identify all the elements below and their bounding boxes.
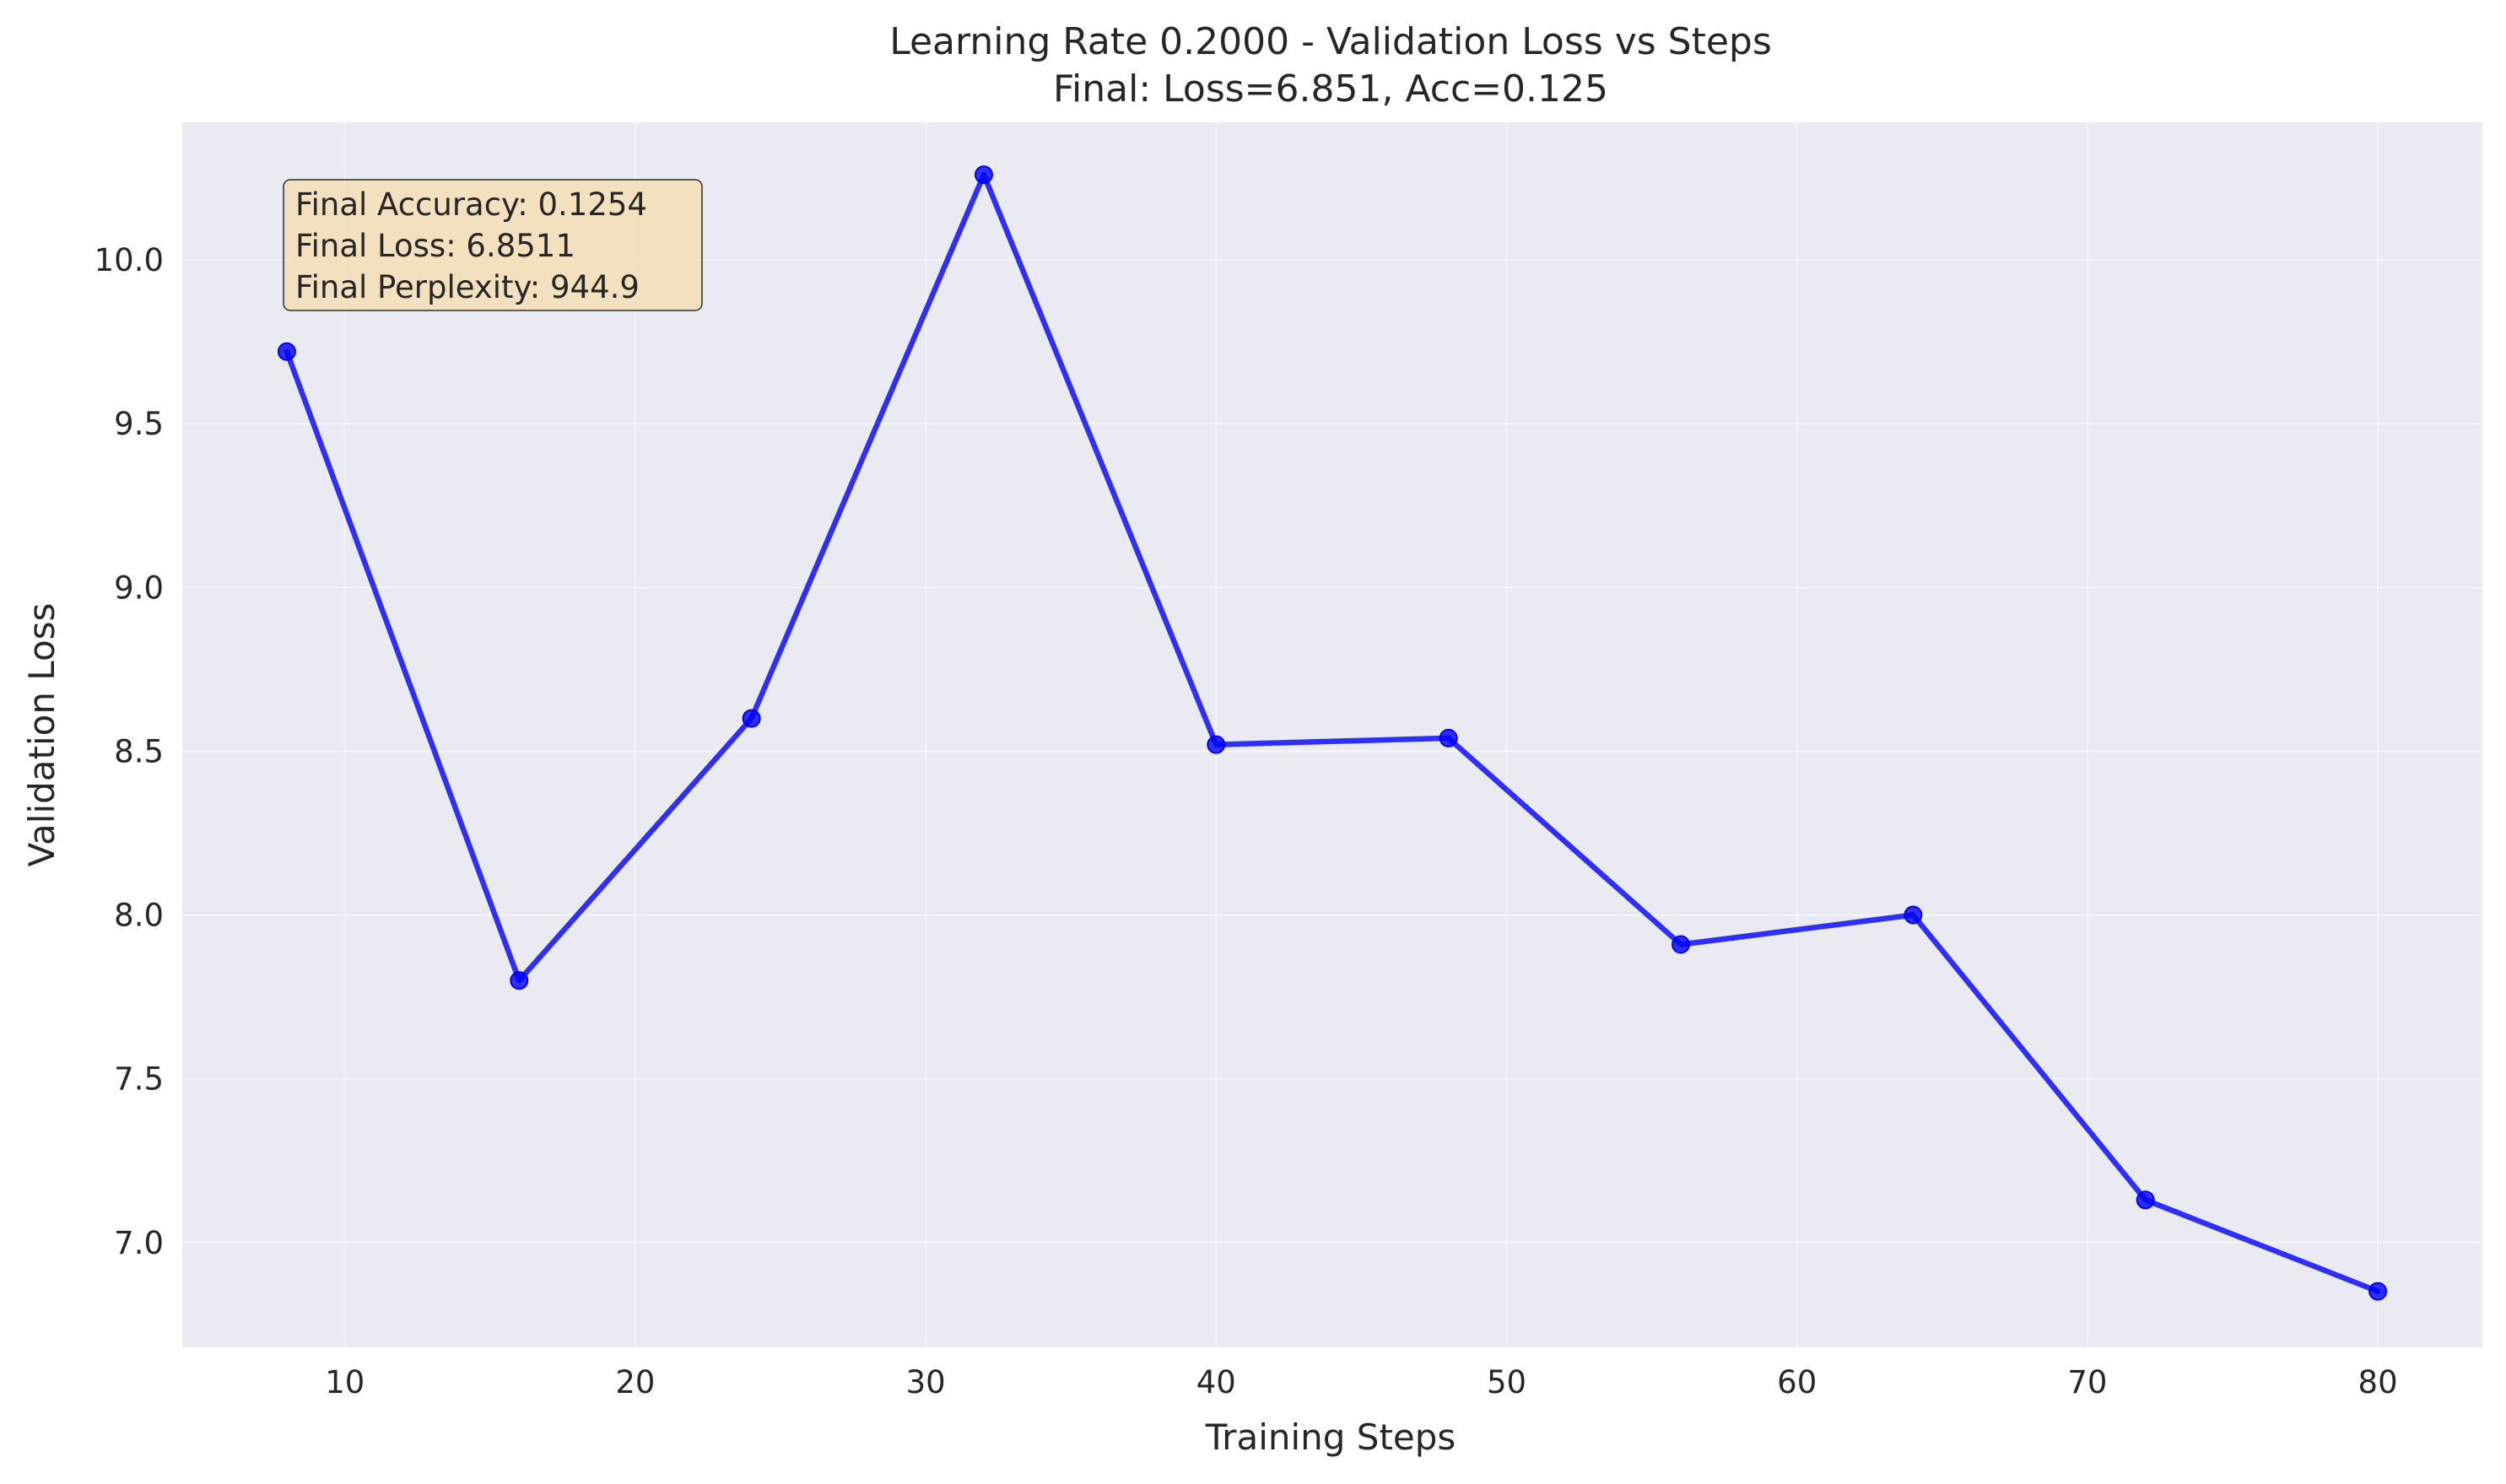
y-tick-label: 9.5 xyxy=(114,406,164,442)
annotation-perplexity: Final Perplexity: 944.9 xyxy=(295,269,640,305)
data-point xyxy=(974,165,993,185)
data-point xyxy=(742,709,761,728)
data-point xyxy=(1672,935,1691,954)
chart-subtitle: Final: Loss=6.851, Acc=0.125 xyxy=(1053,67,1608,111)
x-tick-label: 50 xyxy=(1487,1364,1526,1400)
x-axis-label: Training Steps xyxy=(1205,1417,1456,1458)
y-tick-label: 8.5 xyxy=(114,733,164,769)
y-tick-label: 8.0 xyxy=(114,898,164,934)
data-point xyxy=(1904,905,1923,925)
annotation-accuracy: Final Accuracy: 0.1254 xyxy=(295,186,647,223)
y-tick-label: 7.5 xyxy=(114,1061,164,1098)
x-tick-label: 40 xyxy=(1196,1364,1236,1400)
data-point xyxy=(277,342,296,361)
data-point xyxy=(1439,728,1458,747)
data-point xyxy=(510,971,529,990)
x-tick-label: 70 xyxy=(2067,1364,2107,1400)
series-layer xyxy=(277,165,2388,1301)
data-point xyxy=(1207,735,1226,754)
annotation-background xyxy=(283,179,703,311)
data-point xyxy=(2136,1190,2155,1210)
x-tick-label: 60 xyxy=(1777,1364,1817,1400)
series-line xyxy=(284,171,2381,1294)
x-tick-label: 30 xyxy=(906,1364,946,1400)
annotation-box: Final Accuracy: 0.1254 Final Loss: 6.851… xyxy=(283,179,703,311)
tick-labels: 10 20 30 40 50 60 70 80 7.0 7.5 8.0 8.5 9.0 9.5 10.0 xyxy=(95,242,2398,1400)
annotation-loss: Final Loss: 6.8511 xyxy=(295,228,575,264)
x-tick-label: 80 xyxy=(2358,1364,2398,1400)
y-tick-label: 10.0 xyxy=(95,242,164,278)
grid xyxy=(182,122,2482,1347)
chart-title: Learning Rate 0.2000 - Validation Loss v… xyxy=(889,20,1772,63)
y-axis-label: Validation Loss xyxy=(21,603,62,867)
y-tick-label: 9.0 xyxy=(114,569,164,606)
x-tick-label: 10 xyxy=(325,1364,365,1400)
y-tick-label: 7.0 xyxy=(114,1225,164,1261)
x-tick-label: 20 xyxy=(615,1364,655,1400)
data-point xyxy=(2368,1282,2388,1301)
